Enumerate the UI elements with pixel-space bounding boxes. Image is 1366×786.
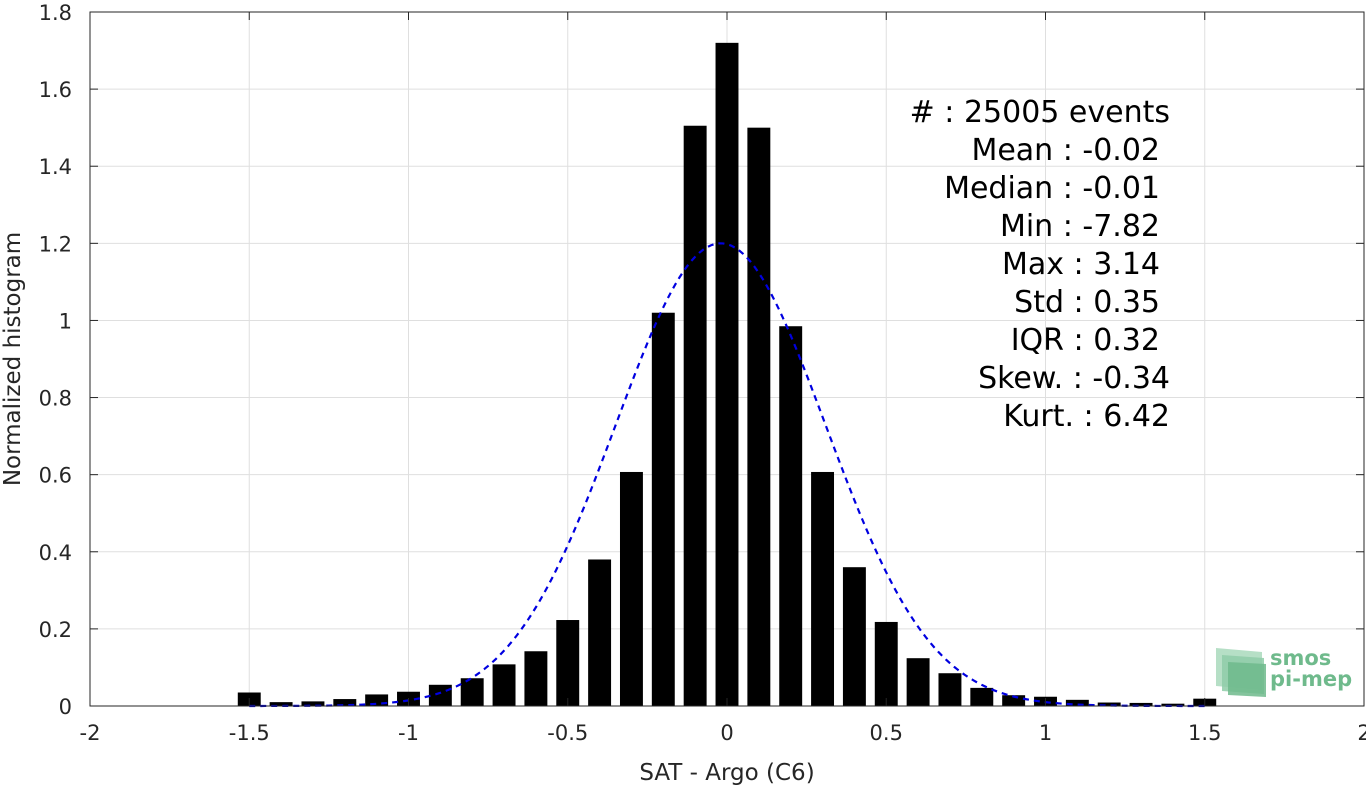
y-tick-label: 1.6	[39, 78, 72, 102]
histogram-bar	[524, 651, 548, 706]
stats-mean: Mean : -0.02	[971, 133, 1160, 168]
x-tick-label: -0.5	[547, 721, 588, 745]
stats-std: Std : 0.35	[1014, 285, 1160, 320]
histogram-bar	[1161, 703, 1185, 706]
histogram-bar	[779, 326, 803, 706]
histogram-bar	[715, 42, 739, 707]
stats-events: # : 25005 events	[910, 95, 1170, 130]
x-tick-label: -2	[80, 721, 101, 745]
y-tick-label: 1.8	[39, 1, 72, 25]
stats-median: Median : -0.01	[944, 171, 1160, 206]
stats-min: Min : -7.82	[1000, 209, 1160, 244]
x-axis-label: SAT - Argo (C6)	[639, 760, 814, 786]
x-tick-label: 2	[1357, 721, 1366, 745]
histogram-bar	[619, 471, 643, 706]
histogram-bar	[874, 621, 898, 706]
x-tick-label: 0	[720, 721, 733, 745]
x-tick-label: 1	[1039, 721, 1052, 745]
x-tick-label: 1.5	[1188, 721, 1221, 745]
logo-text-smos: smos	[1270, 646, 1331, 670]
bars	[237, 42, 1217, 707]
x-tick-label: -1	[398, 721, 419, 745]
stats-max: Max : 3.14	[1002, 247, 1160, 282]
histogram-bar	[811, 471, 835, 706]
histogram-bar	[333, 699, 357, 706]
histogram-bar	[588, 559, 612, 706]
y-axis: 0 0.2 0.4 0.6 0.8 1 1.2 1.4 1.6 1.8	[39, 1, 1364, 719]
y-tick-label: 0	[59, 695, 72, 719]
logo-text-pi-mep: pi-mep	[1270, 667, 1352, 691]
stats-skew: Skew. : -0.34	[978, 361, 1170, 396]
smos-pi-mep-logo: smos pi-mep	[1216, 646, 1352, 697]
stats-iqr: IQR : 0.32	[1011, 323, 1160, 358]
histogram-bar	[492, 664, 516, 706]
histogram-bar	[970, 687, 994, 706]
histogram-bar	[1097, 702, 1121, 706]
x-tick-label: -1.5	[229, 721, 270, 745]
histogram-bar	[1129, 702, 1153, 706]
histogram-bar	[301, 701, 325, 706]
histogram-bar	[938, 673, 962, 706]
y-tick-label: 1.4	[39, 155, 72, 179]
histogram-bar	[269, 702, 293, 706]
histogram-bar	[1065, 699, 1089, 706]
y-tick-label: 0.2	[39, 618, 72, 642]
histogram-bar	[428, 684, 452, 706]
y-axis-label: Normalized histogram	[0, 232, 26, 486]
y-tick-label: 1.2	[39, 232, 72, 256]
histogram-bar	[365, 694, 389, 706]
histogram-bar	[1002, 695, 1026, 706]
histogram-bar	[747, 127, 771, 706]
histogram-bar	[906, 658, 930, 706]
histogram-bar	[460, 678, 484, 706]
y-tick-label: 0.4	[39, 541, 72, 565]
x-axis: -2 -1.5 -1 -0.5 0 0.5 1 1.5 2	[80, 12, 1366, 745]
y-tick-label: 1	[59, 309, 72, 333]
y-tick-label: 0.8	[39, 387, 72, 411]
stats-kurt: Kurt. : 6.42	[1003, 399, 1170, 434]
histogram-bar	[651, 312, 675, 706]
stats-box: # : 25005 events Mean : -0.02 Median : -…	[910, 95, 1170, 434]
x-tick-label: 0.5	[870, 721, 903, 745]
y-tick-label: 0.6	[39, 464, 72, 488]
histogram-bar	[556, 620, 580, 706]
histogram-bar	[683, 125, 707, 706]
logo-waves-icon	[1216, 648, 1266, 697]
histogram-bar	[842, 567, 866, 706]
